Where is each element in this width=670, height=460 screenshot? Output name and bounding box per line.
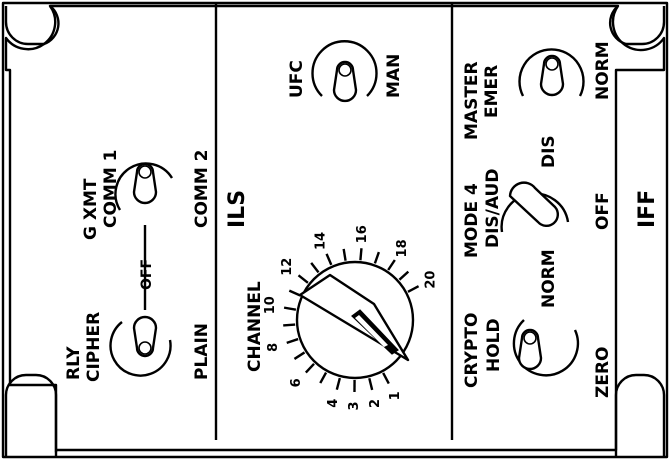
channel-number-14: 14 <box>314 232 329 250</box>
channel-tick-4 <box>335 377 342 390</box>
channel-tick-11 <box>288 289 301 297</box>
label-mode4-off: OFF <box>593 192 613 230</box>
channel-tick-2 <box>368 377 374 391</box>
cipher-plain-toggle-switch[interactable] <box>109 315 172 377</box>
channel-number-3: 3 <box>347 401 362 410</box>
channel-number-16: 16 <box>355 225 370 243</box>
label-master-norm: NORM <box>593 41 613 100</box>
label-comm2: COMM 2 <box>192 149 212 228</box>
channel-tick-14 <box>325 253 333 266</box>
label-emer: EMER <box>482 65 502 118</box>
channel-tick-16 <box>359 248 363 261</box>
gxmt-toggle-switch[interactable] <box>114 162 174 211</box>
label-mode4: MODE 4 <box>462 183 482 258</box>
label-ils-title: ILS <box>225 190 250 228</box>
label-plain: PLAIN <box>192 323 212 380</box>
label-ufc: UFC <box>287 60 307 98</box>
label-dis-aud: DIS/AUD <box>483 169 503 248</box>
channel-tick-12 <box>297 274 309 284</box>
channel-number-4: 4 <box>326 399 341 408</box>
channel-tick-9 <box>283 323 296 327</box>
label-crypto: CRYPTO <box>462 313 482 388</box>
label-hold: HOLD <box>484 318 504 372</box>
label-crypto-norm: NORM <box>539 249 559 308</box>
channel-number-1: 1 <box>388 391 403 400</box>
channel-tick-17 <box>373 251 381 264</box>
channel-number-10: 10 <box>263 296 278 314</box>
label-master: MASTER <box>462 61 482 140</box>
channel-number-12: 12 <box>280 258 295 276</box>
channel-tick-6 <box>304 363 315 374</box>
label-comm1: COMM 1 <box>101 149 121 228</box>
label-zero: ZERO <box>593 347 613 398</box>
channel-number-6: 6 <box>289 378 304 387</box>
channel-tick-19 <box>398 270 410 281</box>
channel-tick-1 <box>382 372 390 385</box>
channel-tick-7 <box>293 351 306 360</box>
channel-tick-5 <box>319 371 328 384</box>
channel-tick-18 <box>387 259 396 271</box>
channel-dial-ticks <box>283 248 420 393</box>
channel-tick-15 <box>342 248 347 261</box>
mode4-rotary-switch[interactable] <box>500 181 570 233</box>
label-gxmt: G XMT <box>81 178 101 240</box>
channel-number-18: 18 <box>395 239 410 257</box>
channel-number-20: 20 <box>423 271 438 289</box>
channel-tick-20 <box>407 285 420 293</box>
label-dis: DIS <box>539 135 559 168</box>
label-iff-title: IFF <box>635 190 660 228</box>
crypto-toggle-switch[interactable] <box>512 319 580 377</box>
channel-tick-13 <box>310 262 320 274</box>
master-toggle-switch[interactable] <box>518 48 585 97</box>
channel-tick-8 <box>286 337 299 345</box>
label-off-left: OFF <box>139 259 155 290</box>
label-man: MAN <box>384 54 404 98</box>
ufc-man-toggle-switch[interactable] <box>311 40 378 103</box>
label-channel: CHANNEL <box>245 281 265 372</box>
channel-number-2: 2 <box>368 399 383 408</box>
channel-tick-10 <box>283 306 297 311</box>
label-rly: RLY <box>64 346 84 380</box>
label-cipher: CIPHER <box>84 312 104 382</box>
channel-number-8: 8 <box>266 343 281 352</box>
